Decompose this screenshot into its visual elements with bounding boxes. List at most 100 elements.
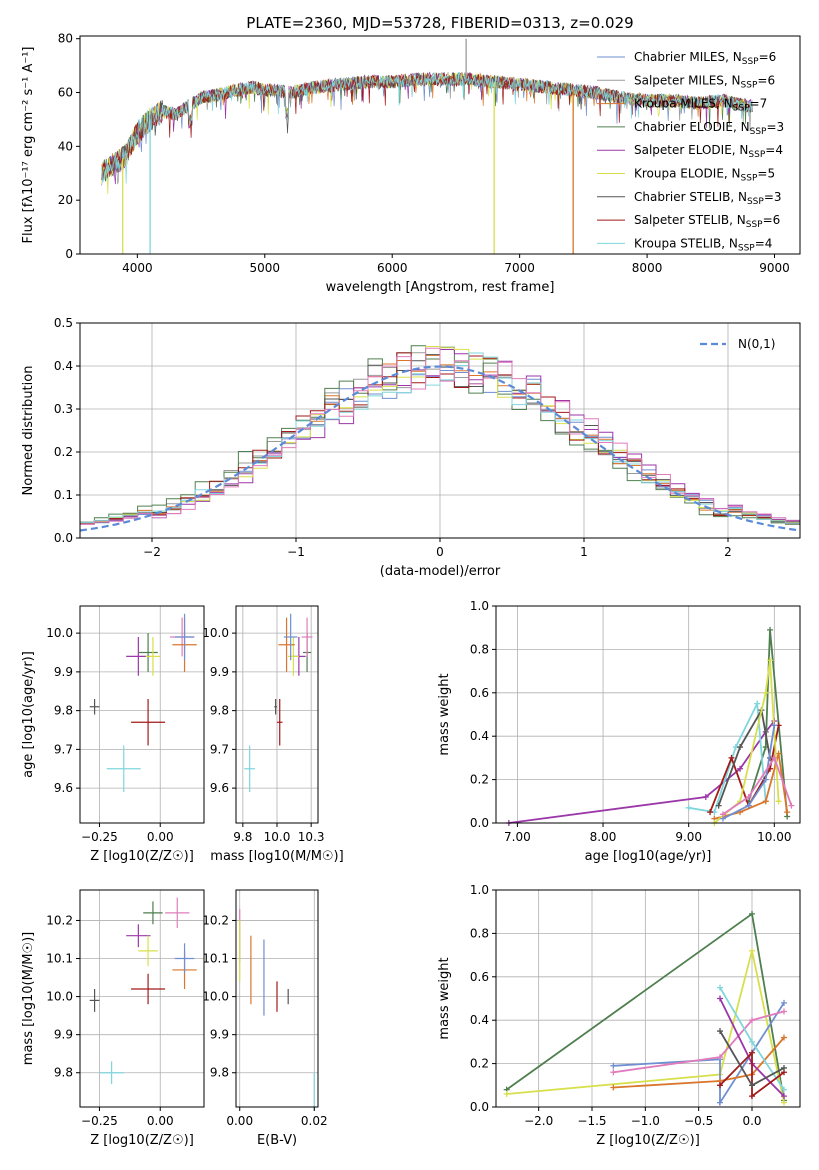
x-tick-label: 0 [436, 545, 444, 559]
mass-weight-marker [749, 1093, 755, 1100]
y-axis-label: Flux [fλ10⁻¹⁷ erg cm⁻² s⁻¹ A⁻¹] [21, 47, 36, 244]
mass-weight-marker [702, 793, 709, 800]
mass-weight-marker [707, 809, 714, 816]
y-tick-label: 0.0 [470, 1100, 489, 1114]
y-tick-label: 0.2 [470, 1057, 489, 1071]
mass-weight-marker [749, 947, 755, 954]
mass-weight-marker [775, 798, 782, 805]
y-tick-label: 0.6 [470, 970, 489, 984]
x-tick-label: −2 [143, 545, 161, 559]
mass-weight-marker [737, 765, 744, 772]
x-tick-label: 7000 [504, 261, 535, 275]
mass-weight-line [722, 755, 793, 816]
x-axis-label: Z [log10(Z/Z☉)] [596, 1133, 700, 1148]
mass-weight-marker [781, 1064, 787, 1071]
y-tick-label: 0.0 [54, 531, 73, 545]
y-tick-label: 9.9 [54, 1028, 73, 1042]
x-tick-label: 0.00 [226, 1114, 253, 1128]
y-axis-label: age [log10(age/yr)] [21, 651, 36, 778]
x-tick-label: −0.25 [81, 1114, 118, 1128]
y-axis-label: Normed distribution [21, 366, 36, 496]
x-tick-label: 10.0 [264, 830, 291, 844]
axes-frame [495, 889, 801, 1108]
x-tick-label: 0.0 [742, 1114, 761, 1128]
mass-weight-marker [715, 802, 722, 809]
y-tick-label: 10.0 [46, 990, 73, 1004]
legend-label: Kroupa ELODIE, NSSP=5 [634, 167, 775, 184]
mass-weight-marker [771, 722, 778, 729]
panel-7 [236, 890, 318, 1111]
y-tick-label: 9.8 [210, 1066, 229, 1080]
mass-weight-marker [775, 750, 782, 757]
x-tick-label: −1 [287, 545, 305, 559]
panel-5 [496, 605, 800, 826]
mass-weight-line [717, 707, 771, 806]
x-tick-label: −0.5 [684, 1114, 713, 1128]
mass-weight-marker [745, 793, 752, 800]
mass-weight-marker [503, 1090, 510, 1097]
gaussian-curve [79, 365, 801, 532]
legend-label: Chabrier STELIB, NSSP=3 [634, 190, 782, 207]
x-axis-label: mass [log10(M/M☉)] [210, 849, 343, 864]
chart-title: PLATE=2360, MJD=53728, FIBERID=0313, z=0… [246, 14, 633, 32]
y-tick-label: 0.1 [54, 488, 73, 502]
y-tick-label: 0.3 [54, 402, 73, 416]
legend-label: Kroupa STELIB, NSSP=4 [634, 236, 772, 253]
spectrum-line [101, 71, 753, 184]
spectrum-panel [101, 38, 753, 254]
y-tick-label: 9.8 [54, 704, 73, 718]
y-tick-label: 9.6 [54, 781, 73, 795]
mass-weight-marker [754, 700, 761, 707]
mass-weight-marker [717, 1054, 723, 1061]
mass-weight-marker [781, 999, 787, 1006]
x-axis-label: (data-model)/error [380, 564, 501, 579]
legend-label: Salpeter MILES, NSSP=6 [634, 73, 775, 90]
x-tick-label: 0.02 [301, 1114, 328, 1128]
y-tick-label: 0.4 [54, 359, 73, 373]
y-tick-label: 0.8 [470, 926, 489, 940]
x-tick-label: 5000 [250, 261, 281, 275]
y-tick-label: 0 [65, 247, 73, 261]
y-tick-label: 10.2 [202, 913, 229, 927]
mass-weight-marker [771, 754, 778, 761]
mass-weight-marker [685, 804, 692, 811]
y-tick-label: 0.8 [470, 642, 489, 656]
y-tick-label: 10.0 [202, 990, 229, 1004]
y-tick-label: 0.4 [470, 1013, 489, 1027]
x-tick-label: 0.00 [147, 1114, 174, 1128]
panel-6 [80, 890, 204, 1107]
y-tick-label: 40 [58, 139, 73, 153]
mass-weight-marker [749, 1049, 755, 1056]
mass-weight-marker [781, 1034, 787, 1041]
y-tick-label: 10.2 [46, 913, 73, 927]
x-tick-label: 7.00 [504, 830, 531, 844]
y-tick-label: 0.2 [470, 773, 489, 787]
mass-weight-marker [749, 1082, 755, 1089]
x-tick-label: 6000 [377, 261, 408, 275]
axes-frame [79, 605, 205, 824]
x-axis-label: wavelength [Angstrom, rest frame] [326, 280, 555, 295]
y-tick-label: 1.0 [470, 883, 489, 897]
mass-weight-line [719, 1050, 785, 1098]
axes-frame [79, 35, 801, 255]
x-tick-label: 10.3 [298, 830, 325, 844]
mass-weight-marker [717, 1082, 723, 1089]
panel-2 [79, 322, 801, 539]
mass-weight-line [722, 725, 776, 820]
mass-weight-marker [610, 1062, 617, 1069]
mass-weight-marker [717, 984, 723, 991]
y-tick-label: 9.9 [210, 1028, 229, 1042]
mass-weight-marker [781, 1093, 787, 1100]
axes-frame [79, 889, 205, 1108]
y-tick-label: 0.6 [470, 686, 489, 700]
mass-weight-marker [762, 689, 769, 696]
y-tick-label: 9.6 [210, 781, 229, 795]
y-tick-label: 10.1 [46, 952, 73, 966]
panel-8 [496, 889, 800, 1108]
y-tick-label: 9.8 [210, 704, 229, 718]
y-tick-label: 9.7 [210, 742, 229, 756]
mass-weight-marker [781, 1099, 787, 1106]
mass-weight-line [613, 1010, 785, 1074]
x-tick-label: 2 [724, 545, 732, 559]
y-tick-label: 9.7 [54, 742, 73, 756]
